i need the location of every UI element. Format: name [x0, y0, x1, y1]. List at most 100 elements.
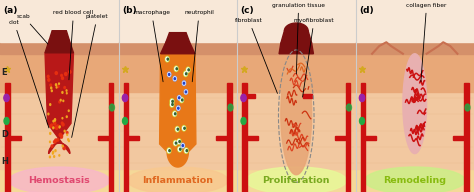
Ellipse shape: [182, 81, 186, 85]
Ellipse shape: [182, 126, 185, 130]
Bar: [0, 42, 118, 54]
Ellipse shape: [50, 125, 52, 127]
Bar: [118, 169, 237, 192]
Ellipse shape: [182, 99, 183, 101]
Ellipse shape: [176, 127, 179, 131]
Text: (b): (b): [122, 6, 137, 15]
Ellipse shape: [185, 149, 188, 152]
Ellipse shape: [184, 127, 185, 129]
Ellipse shape: [69, 70, 71, 73]
Ellipse shape: [465, 104, 470, 111]
Ellipse shape: [174, 141, 177, 145]
Bar: [216, 136, 227, 140]
Ellipse shape: [48, 79, 50, 81]
Bar: [356, 169, 474, 192]
Ellipse shape: [173, 140, 177, 146]
Bar: [237, 169, 356, 192]
Text: granulation tissue: granulation tissue: [272, 3, 325, 74]
Ellipse shape: [61, 122, 63, 124]
Ellipse shape: [167, 148, 171, 153]
Text: macrophage: macrophage: [133, 10, 170, 82]
Ellipse shape: [51, 90, 52, 92]
Ellipse shape: [171, 103, 173, 106]
Polygon shape: [160, 54, 196, 167]
Ellipse shape: [168, 74, 170, 75]
Ellipse shape: [174, 78, 175, 80]
Ellipse shape: [50, 132, 51, 134]
Ellipse shape: [177, 107, 180, 110]
Polygon shape: [279, 43, 313, 54]
Ellipse shape: [180, 97, 183, 103]
Ellipse shape: [185, 73, 187, 75]
Bar: [303, 94, 312, 98]
Ellipse shape: [56, 87, 57, 88]
Bar: [237, 0, 356, 42]
Ellipse shape: [59, 133, 62, 136]
Ellipse shape: [228, 104, 233, 111]
Ellipse shape: [173, 76, 176, 81]
Ellipse shape: [63, 100, 64, 102]
Ellipse shape: [184, 90, 188, 94]
Bar: [464, 83, 468, 192]
Ellipse shape: [168, 73, 170, 76]
Ellipse shape: [51, 124, 53, 127]
Ellipse shape: [184, 148, 188, 153]
Text: myofibroblast: myofibroblast: [294, 18, 334, 97]
Text: Inflammation: Inflammation: [142, 176, 213, 185]
Bar: [237, 92, 356, 169]
Ellipse shape: [167, 58, 169, 60]
Text: E: E: [1, 69, 7, 77]
Bar: [247, 136, 257, 140]
Ellipse shape: [170, 99, 174, 104]
Text: (a): (a): [4, 6, 18, 15]
Ellipse shape: [175, 67, 177, 71]
Bar: [237, 42, 356, 54]
Bar: [356, 0, 474, 42]
Ellipse shape: [122, 94, 128, 102]
Bar: [118, 42, 237, 54]
Ellipse shape: [241, 94, 246, 102]
Ellipse shape: [51, 87, 52, 89]
Polygon shape: [45, 53, 73, 154]
Ellipse shape: [182, 145, 183, 146]
Ellipse shape: [174, 113, 176, 115]
Bar: [0, 0, 118, 42]
Ellipse shape: [173, 77, 176, 80]
Bar: [118, 92, 237, 169]
Text: scab: scab: [17, 14, 48, 44]
Ellipse shape: [57, 139, 59, 141]
Ellipse shape: [4, 94, 9, 102]
Ellipse shape: [180, 148, 181, 150]
Polygon shape: [281, 31, 311, 43]
Ellipse shape: [66, 116, 67, 118]
Ellipse shape: [183, 82, 185, 84]
Ellipse shape: [128, 167, 228, 192]
Ellipse shape: [165, 56, 169, 62]
Text: Remodeling: Remodeling: [383, 176, 446, 185]
Polygon shape: [403, 54, 427, 154]
Ellipse shape: [51, 145, 53, 147]
Bar: [0, 92, 118, 169]
Ellipse shape: [54, 141, 56, 143]
Ellipse shape: [64, 130, 65, 132]
Polygon shape: [161, 42, 195, 54]
Polygon shape: [166, 33, 190, 42]
Bar: [0, 54, 118, 92]
Ellipse shape: [241, 118, 246, 124]
Bar: [247, 94, 255, 98]
Polygon shape: [45, 40, 73, 53]
Bar: [453, 136, 464, 140]
Ellipse shape: [176, 68, 177, 70]
Ellipse shape: [48, 113, 49, 115]
Ellipse shape: [56, 125, 59, 128]
Ellipse shape: [55, 127, 58, 129]
Ellipse shape: [178, 95, 181, 100]
Ellipse shape: [178, 96, 181, 99]
Ellipse shape: [359, 94, 365, 102]
Ellipse shape: [54, 122, 56, 125]
Bar: [10, 136, 21, 140]
Ellipse shape: [64, 87, 65, 89]
Ellipse shape: [49, 156, 50, 158]
Bar: [118, 54, 237, 92]
Ellipse shape: [59, 127, 60, 128]
